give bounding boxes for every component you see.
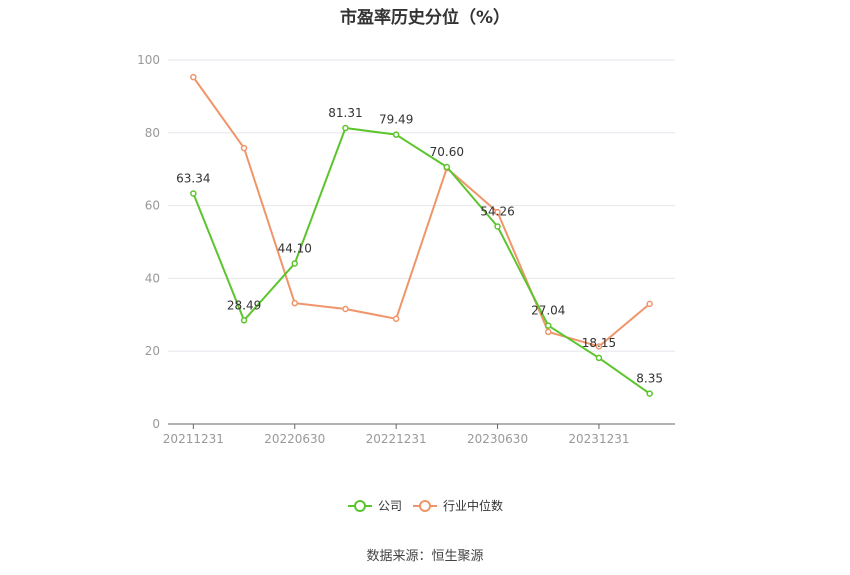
y-tick-label: 20 [145,344,160,358]
grid-lines [168,59,675,352]
y-tick-label: 40 [145,271,160,285]
data-label: 44.10 [278,241,312,255]
x-tick-label: 20230630 [467,432,528,446]
chart-title: 市盈率历史分位（%） [339,8,511,28]
data-label: 54.26 [480,204,514,218]
x-tick-label: 20220630 [264,432,325,446]
legend-marker [419,500,431,512]
data-point [545,328,552,336]
series-line-0 [192,127,651,395]
data-label: 81.31 [328,106,362,120]
legend-item-1: 行业中位数 [413,498,503,513]
y-tick-label: 60 [145,199,160,213]
x-axis: 20211231 20220630 20221231 20230630 20231231 [163,423,675,446]
data-point [342,305,349,313]
data-point [240,317,248,324]
legend: 公司 行业中位数 [348,498,503,513]
data-point [646,300,653,308]
legend-item-0: 公司 [348,499,402,513]
y-axis: 0 20 40 60 80 100 [137,53,160,431]
data-point [443,163,451,171]
data-label: 70.60 [430,145,464,159]
data-point [291,299,298,307]
data-point [595,343,603,350]
data-label: 28.49 [227,298,261,312]
data-label: 63.34 [176,171,210,185]
data-point [494,208,501,216]
data-label: 8.35 [636,372,663,386]
legend-label: 公司 [378,499,402,513]
x-tick-label: 20221231 [366,432,427,446]
data-label: 79.49 [379,113,413,127]
legend-marker [354,500,366,512]
data-point [240,144,248,152]
data-point [190,73,197,81]
data-labels: 63.34 28.49 44.10 81.31 79.49 70.60 54.26 27.04… [176,106,663,386]
data-point [190,190,197,197]
x-tick-label: 20211231 [163,432,224,446]
legend-label: 行业中位数 [443,498,503,513]
data-point [291,260,298,267]
data-point [494,223,501,230]
data-point [595,354,603,362]
y-tick-label: 100 [137,53,160,67]
x-tick-label: 20231231 [568,432,629,446]
data-point [646,390,653,397]
y-tick-label: 80 [145,126,160,140]
series-layer [190,73,653,397]
data-point [342,124,349,132]
data-label: 27.04 [531,304,565,318]
y-tick-label: 0 [152,417,160,431]
series-line-1 [192,76,651,348]
data-point [545,322,552,329]
data-source-note: 数据来源：恒生聚源 [366,549,484,564]
data-point [392,315,400,323]
data-point [392,131,400,138]
data-label: 18.15 [582,336,616,350]
